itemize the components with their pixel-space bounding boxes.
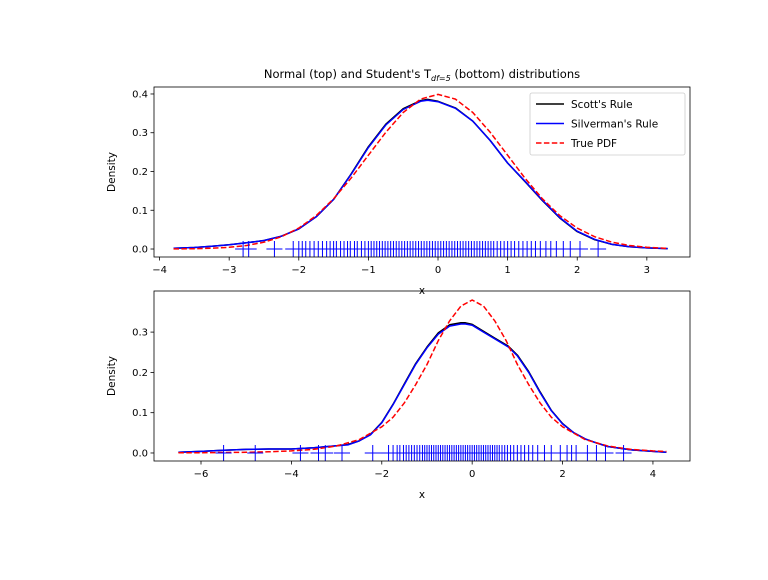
y-axis-label: Density [106, 356, 118, 396]
legend: Scott's Rule Silverman's Rule True PDF [529, 92, 686, 156]
x-tick-label: 0 [469, 469, 475, 480]
x-tick-label: −2 [291, 265, 306, 276]
x-tick-label: −2 [374, 469, 389, 480]
bottom-axes: −6 −4 −2 0 2 4 0.0 0.1 0.2 0.3 Density x [106, 290, 691, 501]
legend-label: Silverman's Rule [571, 119, 658, 131]
y-tick-label: 0.0 [132, 245, 148, 256]
x-tick-label: 2 [559, 469, 565, 480]
x-tick-label: 1 [504, 265, 510, 276]
x-tick-label: 3 [644, 265, 650, 276]
series-line-silverman-s-rule [178, 323, 667, 453]
rug-marker [572, 241, 589, 257]
y-tick-label: 0.3 [132, 328, 148, 339]
y-tick-label: 0.0 [132, 448, 148, 459]
series-line-silverman-s-rule [173, 99, 668, 250]
y-tick-label: 0.2 [132, 167, 148, 178]
x-axis-label: x [419, 489, 425, 501]
x-tick-label: −3 [222, 265, 237, 276]
legend-label: Scott's Rule [571, 99, 633, 111]
plot-area [173, 93, 668, 257]
rug-marker [215, 444, 232, 461]
y-tick-label: 0.1 [132, 408, 148, 419]
rug-marker [266, 241, 283, 257]
rug-marker [317, 444, 334, 461]
plot-area [178, 299, 667, 461]
x-tick-label: 4 [650, 469, 656, 480]
rug-marker [240, 241, 257, 257]
x-tick-label: 2 [574, 265, 580, 276]
y-tick-label: 0.4 [132, 89, 148, 100]
legend-label: True PDF [570, 138, 617, 150]
x-tick-label: −4 [152, 265, 167, 276]
y-tick-label: 0.1 [132, 206, 148, 217]
y-tick-label: 0.3 [132, 128, 148, 139]
y-tick-label: 0.2 [132, 368, 148, 379]
series-line-scott-s-rule [178, 322, 667, 453]
legend-box [529, 92, 686, 156]
x-tick-label: 0 [435, 265, 441, 276]
rug-marker [292, 444, 309, 461]
rug-marker [364, 444, 381, 461]
series-line-true-pdf [178, 299, 667, 454]
y-axis-label: Density [106, 152, 118, 192]
axes-frame [153, 86, 691, 258]
rug-marker [615, 444, 632, 461]
chart-title: Normal (top) and Student's Tdf=5 (bottom… [264, 67, 580, 83]
x-tick-label: −1 [361, 265, 376, 276]
rug-marker [590, 241, 607, 257]
rug-marker [334, 444, 351, 461]
rug-marker [247, 444, 264, 461]
rug-marker [597, 444, 614, 461]
axes-frame [153, 290, 691, 462]
x-tick-label: −4 [284, 469, 299, 480]
x-tick-label: −6 [194, 469, 209, 480]
